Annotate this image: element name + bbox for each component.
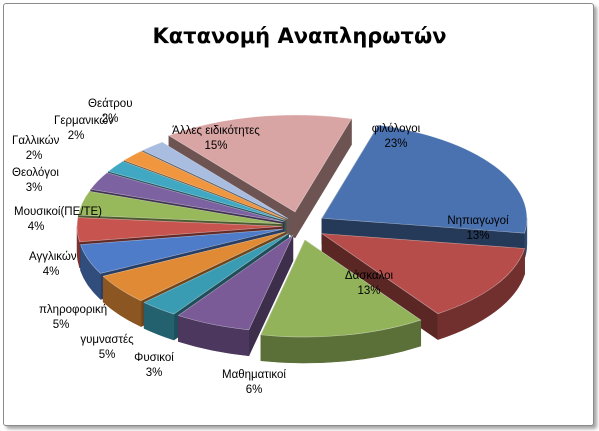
slice-label-7: πληροφορική	[39, 304, 107, 316]
slice-value-13: 2%	[102, 113, 119, 125]
slice-value-9: 4%	[28, 221, 45, 233]
slice-value-14: 15%	[204, 140, 227, 152]
slice-value-6: 5%	[99, 349, 116, 361]
pie-slice-4	[177, 234, 294, 357]
slice-value-8: 4%	[43, 266, 60, 278]
slice-label-8: Αγγλικών	[29, 251, 77, 263]
slice-value-7: 5%	[53, 319, 70, 331]
pie-chart: φιλόλογοι 23% Νηπιαγωγοί 13% Δάσκαλοι 13% Μαθη…	[12, 98, 528, 396]
slice-label-11: Γαλλικών	[12, 135, 60, 147]
slice-value-1: 23%	[384, 138, 407, 150]
slice-label-2: Νηπιαγωγοί	[447, 215, 509, 227]
slice-label-5: Φυσικοί	[134, 352, 174, 364]
slice-label-3: Δάσκαλοι	[345, 270, 394, 282]
slice-label-4: Μαθηματικοί	[222, 369, 286, 381]
slice-label-9: Μουσικοί(ΠΕ/ΤΕ)	[14, 206, 102, 218]
slice-value-2: 13%	[466, 230, 489, 242]
slice-label-13: Θεάτρου	[88, 98, 133, 110]
slice-value-11: 2%	[26, 150, 43, 162]
slice-value-12: 2%	[68, 130, 85, 142]
slice-label-1: φιλόλογοι	[372, 123, 421, 135]
slice-label-12: Γερμανικών	[54, 115, 114, 127]
slice-value-4: 6%	[246, 384, 263, 396]
slice-label-14: Άλλες ειδικότητες	[172, 125, 260, 137]
slice-value-3: 13%	[357, 285, 380, 297]
slice-value-5: 3%	[146, 367, 163, 379]
slice-value-10: 3%	[26, 182, 43, 194]
slice-label-6: γυμναστές	[80, 334, 134, 346]
chart-frame: Κατανομή Αναπληρωτών φιλόλογοι 23% Νηπιαγω…	[3, 3, 594, 426]
pie-slice-3	[260, 239, 422, 364]
chart-title: Κατανομή Αναπληρωτών	[152, 24, 447, 48]
slice-label-10: Θεολόγοι	[12, 167, 59, 179]
